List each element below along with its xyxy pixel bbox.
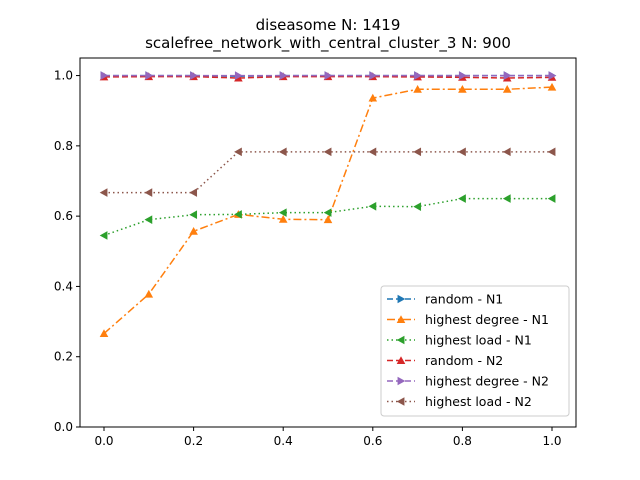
data-point (278, 208, 287, 217)
legend-label: random - N2 (425, 353, 503, 368)
legend-item: highest load - N2 (387, 394, 532, 409)
y-tick-label: 0.4 (54, 279, 73, 293)
y-tick-label: 0.0 (54, 420, 73, 434)
data-point (234, 210, 242, 219)
series-line (103, 75, 553, 79)
legend: random - N1 highest degree - N1 highest lo… (380, 285, 570, 417)
data-point (547, 147, 556, 157)
data-point (278, 147, 287, 157)
legend-marker (397, 376, 406, 386)
data-point (368, 202, 377, 211)
data-point (234, 71, 243, 80)
legend-box (380, 285, 570, 417)
data-point (502, 194, 511, 203)
plot-area (99, 71, 557, 337)
data-point (368, 93, 378, 102)
data-point (144, 188, 153, 197)
data-point (189, 210, 198, 220)
series-5 (100, 71, 557, 80)
legend-label: highest load - N1 (425, 333, 532, 348)
data-point (323, 208, 332, 217)
legend-label: highest degree - N2 (425, 374, 549, 389)
x-tick-label: 0.6 (363, 434, 382, 448)
plot-frame (79, 57, 577, 428)
series-6 (99, 147, 556, 197)
data-point (278, 215, 288, 223)
y-tick-label: 0.8 (54, 139, 73, 153)
y-tick-label: 0.6 (54, 209, 73, 223)
data-point (458, 147, 466, 157)
data-point (368, 147, 377, 157)
data-point (413, 84, 422, 93)
legend-marker (396, 315, 406, 323)
chart-title: diseasome N: 1419 (256, 16, 401, 34)
data-point (144, 289, 154, 298)
data-point (503, 71, 512, 80)
legend-marker (397, 294, 406, 304)
legend-marker (396, 335, 405, 345)
data-point (324, 71, 333, 80)
data-point (279, 71, 288, 80)
legend-item: highest degree - N1 (387, 312, 549, 327)
series-3 (99, 194, 556, 240)
series-line (104, 151, 552, 194)
x-tick-label: 0.2 (184, 434, 203, 448)
series-2 (99, 82, 557, 337)
data-point (414, 71, 422, 80)
chart-subtitle: scalefree_network_with_central_cluster_3… (145, 34, 511, 53)
data-point (458, 71, 467, 80)
legend-label: highest load - N2 (425, 394, 532, 409)
data-point (190, 71, 198, 80)
x-tick-label: 0.0 (94, 434, 113, 448)
data-point (144, 215, 153, 224)
legend-item: highest load - N1 (387, 333, 532, 348)
data-point (413, 147, 422, 157)
data-point (323, 147, 332, 157)
x-tick-label: 0.4 (274, 434, 293, 448)
data-point (502, 84, 512, 93)
data-point (145, 71, 154, 80)
data-point (369, 71, 378, 80)
legend-label: random - N1 (425, 292, 503, 307)
legend-item: random - N2 (387, 353, 503, 368)
legend-item: random - N1 (387, 292, 503, 307)
data-point (189, 226, 198, 235)
legend-item: highest degree - N2 (387, 374, 549, 389)
data-point (234, 147, 242, 157)
legend-marker (396, 397, 405, 406)
data-point (458, 194, 466, 203)
axes: 0.0 0.2 0.4 0.6 0.8 1.0 0.0 0.2 0.4 0.6 0.8 1.0 (54, 57, 577, 448)
y-tick-label: 1.0 (54, 69, 73, 83)
x-tick-label: 0.8 (453, 434, 472, 448)
data-point (548, 71, 557, 80)
data-point (547, 194, 556, 203)
legend-marker (396, 356, 406, 364)
data-point (458, 84, 467, 93)
data-point (99, 231, 108, 240)
data-point (413, 202, 422, 211)
series-line (103, 197, 552, 237)
y-tick-label: 0.2 (54, 350, 73, 364)
x-tick-label: 1.0 (542, 434, 561, 448)
data-point (189, 188, 198, 197)
data-point (502, 147, 511, 157)
data-point (100, 71, 109, 80)
legend-label: highest degree - N1 (425, 312, 549, 327)
data-point (323, 215, 333, 224)
data-point (547, 82, 557, 91)
data-point (99, 188, 108, 197)
data-point (99, 329, 109, 337)
